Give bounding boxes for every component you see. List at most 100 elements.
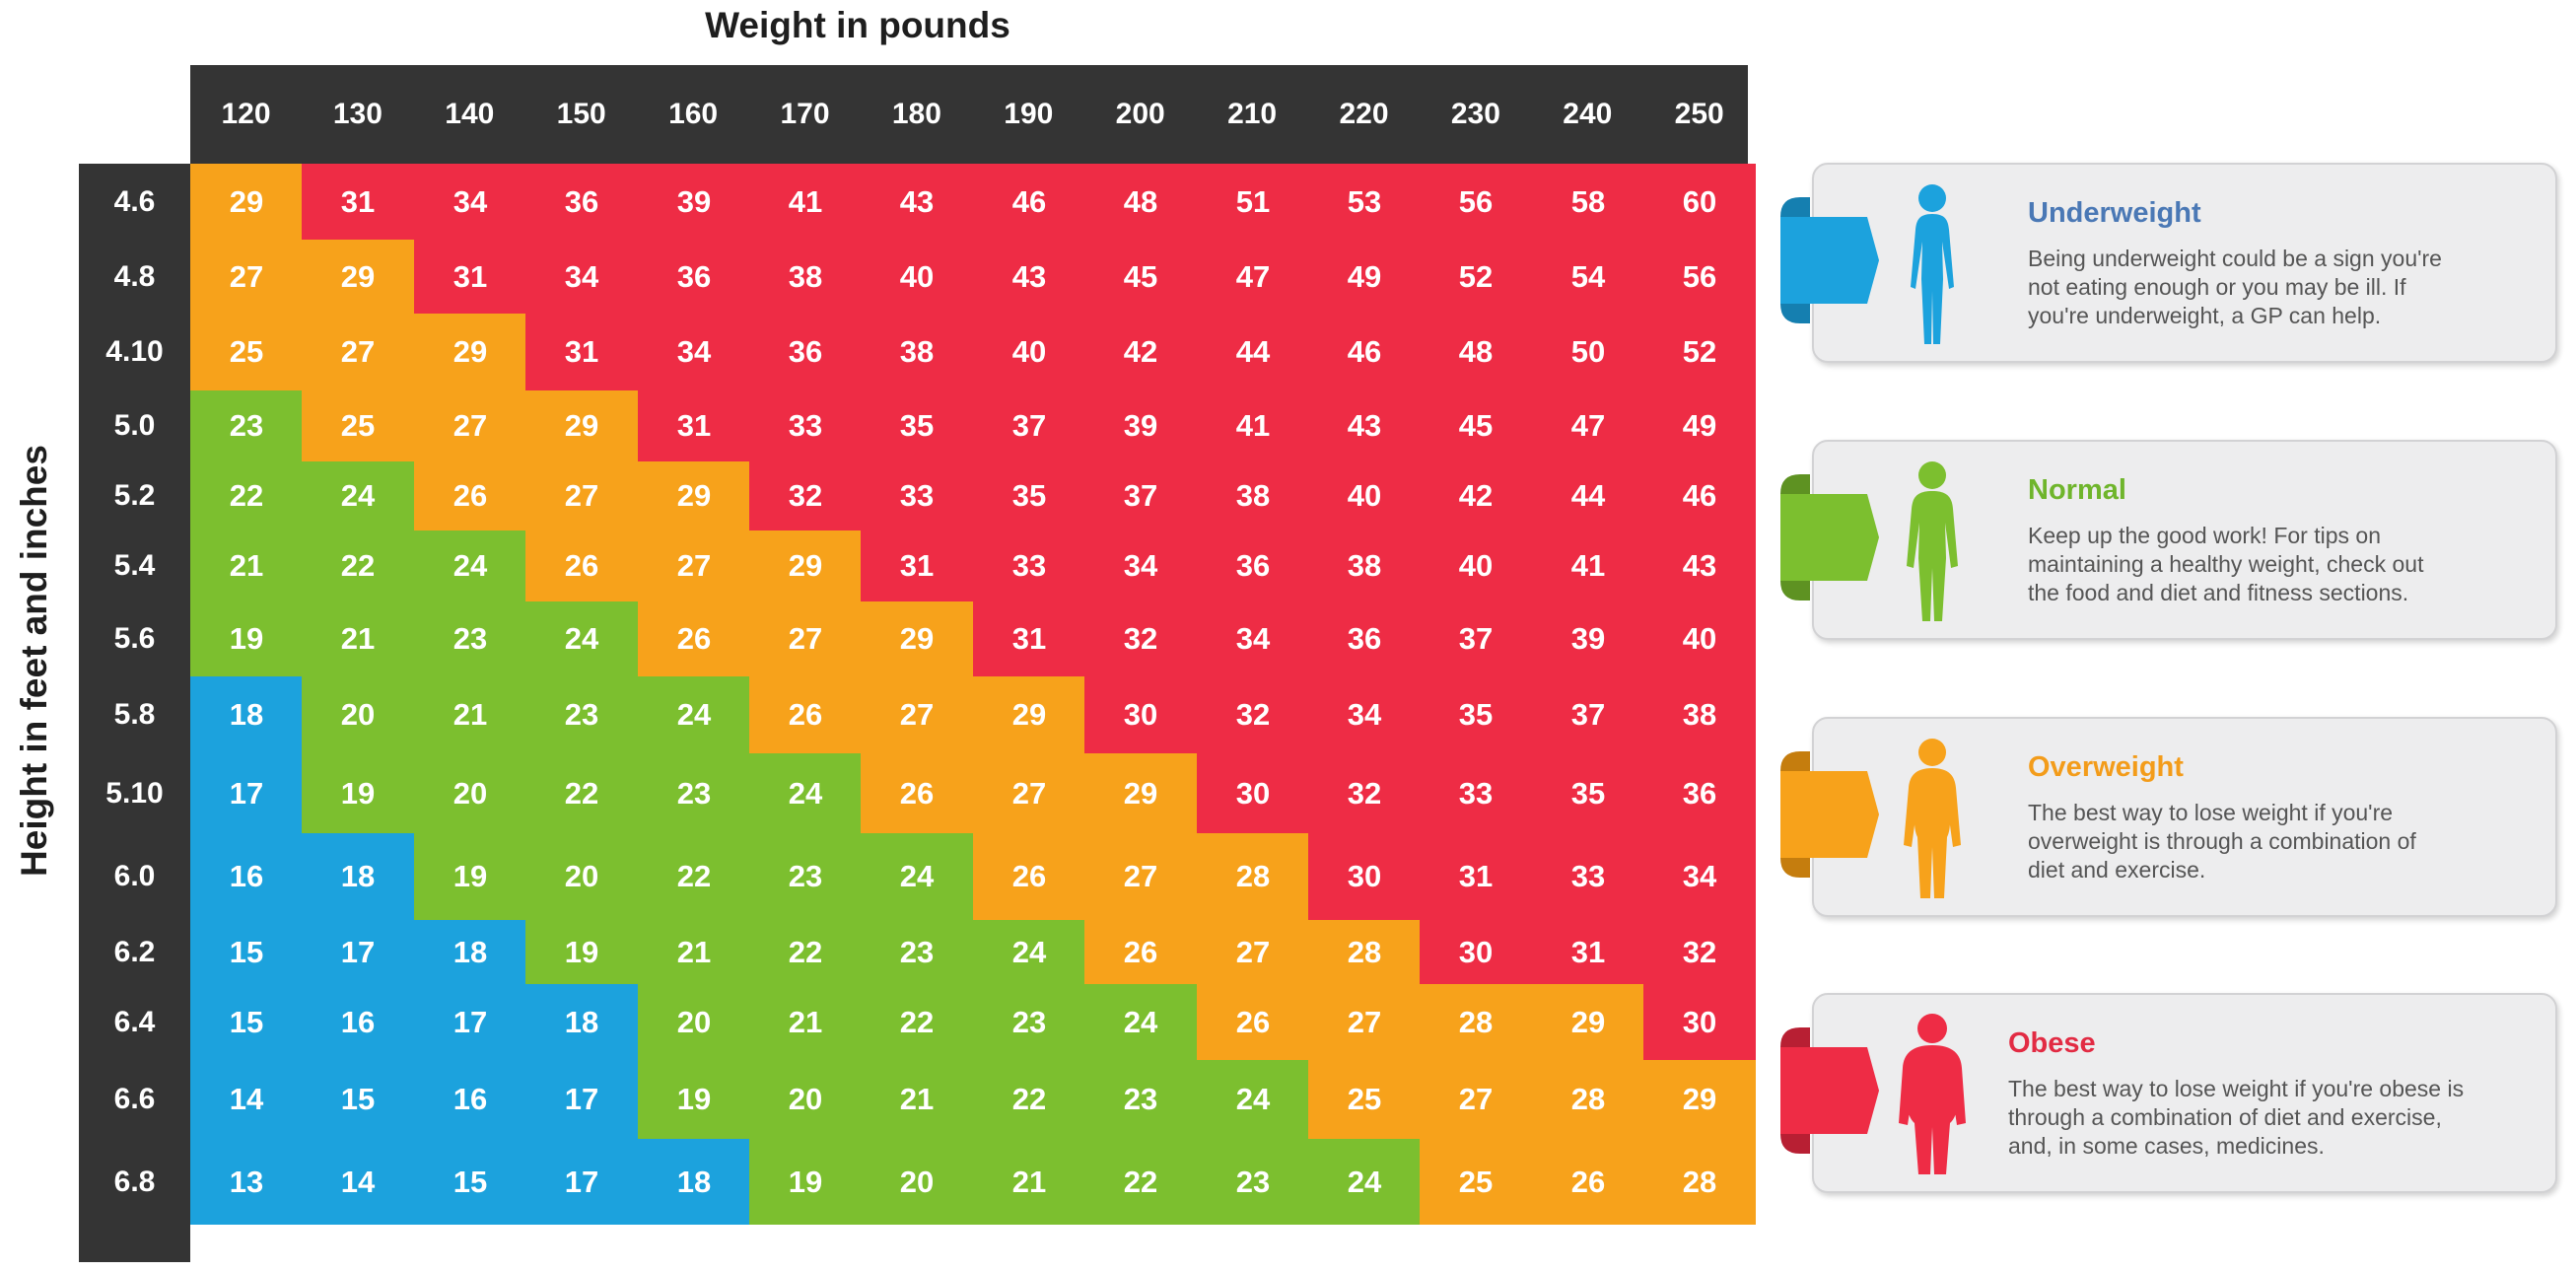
bmi-cell: 27 <box>749 601 862 676</box>
bmi-cell: 26 <box>525 530 638 601</box>
bmi-cell: 26 <box>973 833 1085 920</box>
bmi-cell: 27 <box>973 753 1085 833</box>
height-tick-label: 6.0 <box>113 860 156 892</box>
bmi-cell: 20 <box>414 753 526 833</box>
bmi-cell: 23 <box>1197 1139 1309 1225</box>
bmi-cell: 16 <box>302 984 414 1060</box>
height-tick-label: 5.10 <box>105 776 164 810</box>
bmi-cell: 30 <box>1308 833 1421 920</box>
x-axis-title: Weight in pounds <box>705 5 1010 45</box>
bmi-cell: 28 <box>1308 920 1421 984</box>
bmi-cell: 30 <box>1420 920 1532 984</box>
legend-description-line: through a combination of diet and exerci… <box>2008 1104 2442 1130</box>
bmi-cell: 24 <box>302 461 414 530</box>
bmi-cell: 34 <box>1197 601 1309 676</box>
bmi-cell: 31 <box>414 240 526 314</box>
bmi-cell: 40 <box>1420 530 1532 601</box>
bmi-cell: 24 <box>1308 1139 1421 1225</box>
bmi-cell: 27 <box>414 390 526 461</box>
bmi-cell: 45 <box>1420 390 1532 461</box>
bmi-cell: 33 <box>749 390 862 461</box>
bmi-cell: 14 <box>302 1139 414 1225</box>
normal-person-icon <box>1898 458 1967 625</box>
legend-title: Overweight <box>2028 751 2184 783</box>
bmi-cell: 29 <box>1532 984 1644 1060</box>
legend-description-line: the food and diet and fitness sections. <box>2028 580 2409 605</box>
bmi-cell: 20 <box>525 833 638 920</box>
bmi-cell: 26 <box>749 676 862 753</box>
bmi-cell: 54 <box>1532 240 1644 314</box>
height-tick-label: 6.2 <box>113 935 156 968</box>
bmi-cell: 34 <box>1643 833 1756 920</box>
bmi-cell: 56 <box>1643 240 1756 314</box>
bmi-cell: 38 <box>861 314 973 390</box>
bmi-cell: 33 <box>1532 833 1644 920</box>
weight-tick-label: 120 <box>221 98 271 130</box>
bmi-cell: 29 <box>638 461 750 530</box>
weight-tick-label: 130 <box>332 98 383 130</box>
ribbon-tab-icon <box>1780 751 1879 878</box>
bmi-cell: 22 <box>302 530 414 601</box>
bmi-cell: 31 <box>638 390 750 461</box>
ribbon-tab-icon <box>1780 197 1879 323</box>
bmi-cell: 20 <box>861 1139 973 1225</box>
bmi-cell: 43 <box>973 240 1085 314</box>
legend-title: Normal <box>2028 474 2126 506</box>
bmi-cell: 51 <box>1197 164 1309 240</box>
bmi-cell: 29 <box>190 164 303 240</box>
bmi-cell: 18 <box>414 920 526 984</box>
bmi-cell: 22 <box>190 461 303 530</box>
bmi-cell: 40 <box>861 240 973 314</box>
overweight-person-icon <box>1898 735 1967 902</box>
bmi-cell: 17 <box>302 920 414 984</box>
legend-description-line: overweight is through a combination of <box>2028 828 2416 854</box>
bmi-cell: 38 <box>1643 676 1756 753</box>
bmi-cell: 29 <box>749 530 862 601</box>
bmi-cell: 36 <box>1643 753 1756 833</box>
slim-person-icon <box>1898 180 1967 348</box>
bmi-cell: 45 <box>1084 240 1197 314</box>
bmi-cell: 23 <box>190 390 303 461</box>
bmi-cell: 23 <box>525 676 638 753</box>
bmi-cell: 22 <box>525 753 638 833</box>
bmi-cell: 18 <box>525 984 638 1060</box>
bmi-cell: 31 <box>302 164 414 240</box>
height-tick-label: 6.8 <box>113 1165 156 1198</box>
bmi-cell: 25 <box>1308 1060 1421 1139</box>
height-tick-label: 5.0 <box>113 409 156 442</box>
bmi-cell: 24 <box>861 833 973 920</box>
weight-tick-label: 180 <box>891 98 941 130</box>
bmi-cell: 17 <box>525 1060 638 1139</box>
bmi-cell: 60 <box>1643 164 1756 240</box>
height-tick-label: 4.10 <box>105 335 164 368</box>
bmi-cell: 24 <box>1197 1060 1309 1139</box>
bmi-cell: 26 <box>1197 984 1309 1060</box>
bmi-cell: 37 <box>1420 601 1532 676</box>
bmi-cell: 23 <box>973 984 1085 1060</box>
bmi-cell: 40 <box>1643 601 1756 676</box>
bmi-cell: 38 <box>1308 530 1421 601</box>
bmi-cell: 19 <box>414 833 526 920</box>
bmi-cell: 29 <box>1084 753 1197 833</box>
bmi-cell: 30 <box>1084 676 1197 753</box>
bmi-cell: 52 <box>1643 314 1756 390</box>
bmi-cell: 23 <box>638 753 750 833</box>
weight-tick-label: 170 <box>780 98 830 130</box>
ribbon-tab-icon <box>1780 1027 1879 1154</box>
bmi-cell: 35 <box>1532 753 1644 833</box>
weight-tick-label: 220 <box>1339 98 1389 130</box>
bmi-cell: 53 <box>1308 164 1421 240</box>
bmi-cell: 31 <box>1532 920 1644 984</box>
height-tick-label: 5.6 <box>113 622 156 655</box>
bmi-cell: 41 <box>1197 390 1309 461</box>
bmi-cell: 39 <box>1084 390 1197 461</box>
bmi-cell: 17 <box>414 984 526 1060</box>
bmi-cell: 27 <box>302 314 414 390</box>
legend-description-line: diet and exercise. <box>2028 857 2206 883</box>
bmi-cell: 49 <box>1308 240 1421 314</box>
bmi-cell: 15 <box>190 984 303 1060</box>
bmi-cell: 25 <box>302 390 414 461</box>
bmi-cell: 19 <box>525 920 638 984</box>
bmi-cell: 37 <box>1084 461 1197 530</box>
legend-description-line: The best way to lose weight if you're <box>2028 800 2394 825</box>
